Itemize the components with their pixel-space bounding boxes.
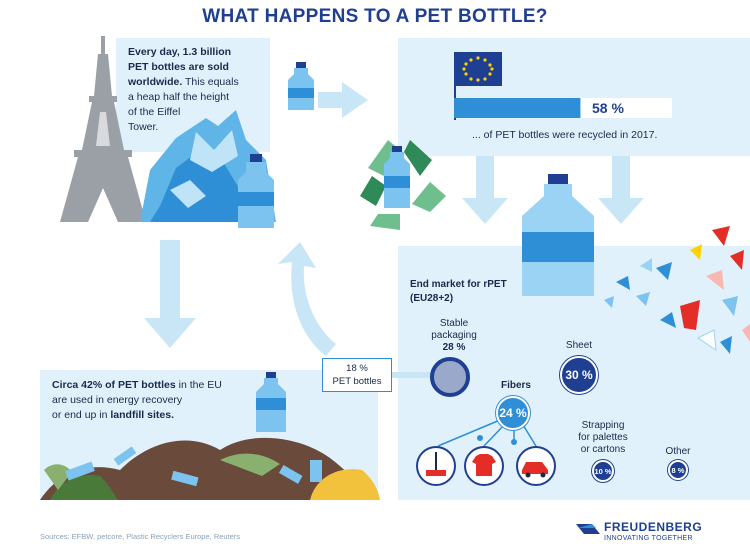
fibers-branches-icon [437, 419, 537, 447]
scattered-bottles-icon [65, 446, 322, 487]
market-heading-1: End market for rPET [410, 279, 507, 290]
bottle-icon [238, 154, 274, 228]
pet-box-line-2: PET bottles [332, 376, 382, 387]
plastic-shards-icon [604, 226, 750, 354]
arrow-down-1-icon [462, 156, 508, 224]
car-icon [516, 446, 556, 486]
landfill-bottle-icon [256, 372, 286, 432]
landfill-line-3a: or end up in [52, 409, 111, 421]
landfill-line-1b: in the EU [175, 379, 222, 391]
stable-label-1: Stable [439, 318, 469, 329]
stable-value: 28 % [442, 342, 466, 353]
arrow-down-left-icon [144, 240, 196, 348]
stable-label-2: packaging [431, 330, 477, 341]
landfill-line-3b: landfill sites. [110, 409, 174, 421]
brand-name: FREUDENBERG [604, 520, 703, 534]
daily-line-4: a heap half the height [128, 91, 230, 103]
sources-text: Sources: EFBW, petcore, Plastic Recycler… [40, 532, 241, 541]
strapping-label-2: for palettes [578, 432, 628, 443]
recycled-caption: ... of PET bottles were recycled in 2017… [472, 129, 658, 141]
connector-bar-icon [390, 372, 434, 378]
other-label: Other [665, 446, 691, 457]
page-title: WHAT HAPPENS TO A PET BOTTLE? [202, 6, 548, 27]
flow-arrows [144, 82, 644, 378]
arrow-down-2-icon [598, 156, 644, 224]
arrow-up-curved-icon [278, 242, 336, 356]
landfill-line-2: are used in energy recovery [52, 394, 183, 406]
trash-pile-icon [40, 437, 380, 500]
fibers-circle: 24 % [496, 396, 530, 430]
recycle-bottle-icon [384, 146, 410, 208]
sheet-label: Sheet [565, 340, 593, 351]
arrow-right-icon [318, 82, 368, 118]
tshirt-icon [464, 446, 504, 486]
strapping-circle: 10 % [592, 460, 614, 482]
strapping-label-3: or cartons [580, 444, 626, 455]
mop-icon [416, 446, 456, 486]
daily-line-5: of the Eiffel [128, 106, 181, 118]
large-bottle-icon [522, 174, 594, 296]
daily-sales-text: Every day, 1.3 billion PET bottles are s… [128, 45, 268, 135]
recycled-percent: 58 % [592, 100, 624, 116]
daily-line-3: worldwide. [128, 76, 183, 88]
fibers-label: Fibers [500, 380, 531, 391]
pet-box-line-1: 18 % [346, 363, 368, 374]
strapping-label-1: Strapping [581, 420, 625, 431]
sheet-circle: 30 % [560, 356, 598, 394]
daily-line-3b: This equals [182, 76, 239, 88]
stable-packaging-label: Stable packaging 28 % [416, 318, 492, 354]
daily-line-2: PET bottles are sold [128, 61, 229, 73]
freudenberg-logo-icon [576, 524, 600, 534]
landfill-text: Circa 42% of PET bottles in the EU are u… [52, 378, 282, 423]
market-heading-2: (EU28+2) [410, 293, 454, 304]
daily-line-6: Tower. [128, 121, 159, 133]
strapping-label: Strapping for palettes or cartons [568, 420, 638, 456]
brand-tagline: INNOVATING TOGETHER [604, 535, 693, 542]
market-heading: End market for rPET (EU28+2) [410, 278, 507, 306]
stable-packaging-circle [430, 357, 470, 397]
pet-bottles-box: 18 % PET bottles [322, 358, 392, 392]
other-circle: 8 % [668, 460, 688, 480]
small-bottle-icon [288, 62, 314, 110]
landfill-line-1a: Circa 42% of PET bottles [52, 379, 176, 391]
eu-flag-icon [454, 52, 502, 120]
recycled-bar-fill [454, 98, 581, 118]
daily-line-1: Every day, 1.3 billion [128, 46, 232, 58]
